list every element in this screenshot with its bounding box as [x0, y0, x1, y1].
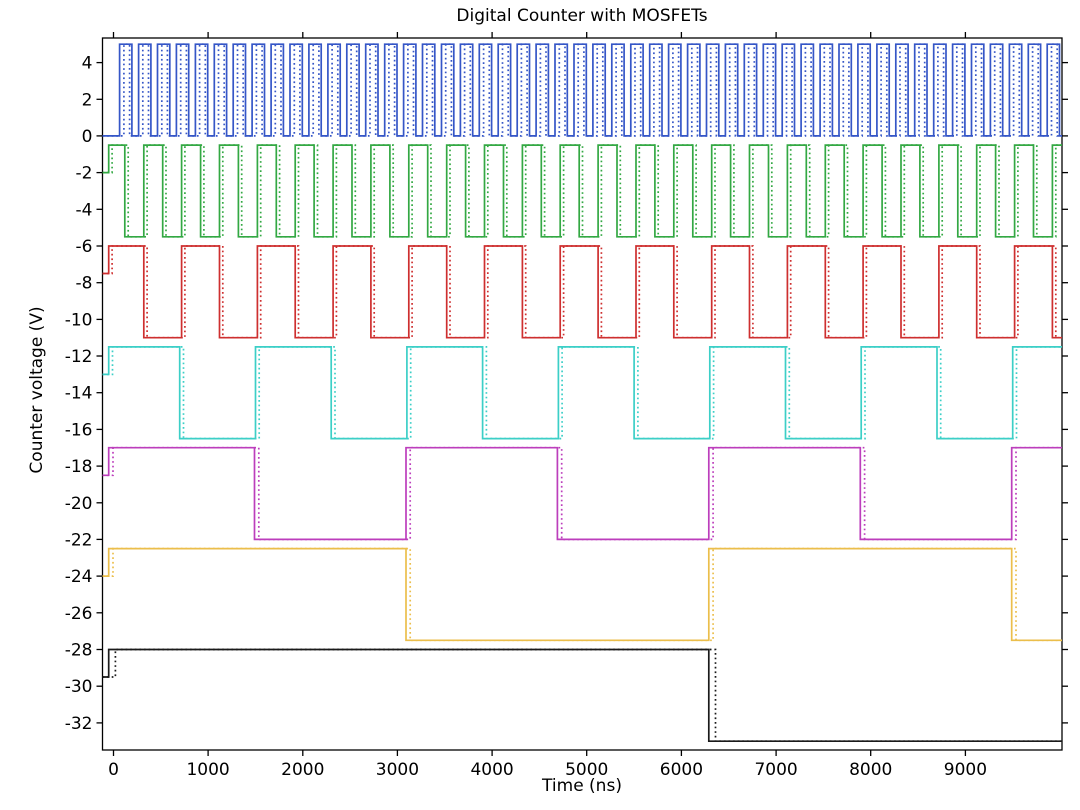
x-tick-label: 2000 [281, 760, 324, 780]
series-counter-bit-5-solid [102, 547, 1062, 642]
y-tick-label: -10 [65, 310, 93, 330]
series-counter-bit-2-dotted [102, 245, 1062, 339]
y-tick-label: -24 [65, 567, 93, 587]
series-counter-bit-4-solid [102, 446, 1062, 541]
x-tick-label: 3000 [376, 760, 419, 780]
series-counter-bit-0-clock-solid [102, 43, 1062, 137]
y-axis-label: Counter voltage (V) [27, 306, 47, 474]
x-tick-label: 0 [108, 760, 119, 780]
x-tick-label: 6000 [660, 760, 703, 780]
series-counter-bit-2-solid [102, 245, 1062, 339]
series-counter-bit-1-dotted [102, 144, 1062, 238]
x-tick-label: 7000 [754, 760, 797, 780]
y-tick-label: -16 [65, 420, 93, 440]
series-counter-bit-6-solid [102, 648, 1062, 743]
y-tick-label: -30 [65, 677, 93, 697]
x-tick-label: 8000 [849, 760, 892, 780]
x-tick-label: 9000 [944, 760, 987, 780]
y-tick-label: -4 [76, 200, 93, 220]
axis-frame [101, 37, 1063, 751]
series-counter-bit-3-dotted [102, 346, 1062, 440]
y-tick-label: -2 [76, 164, 93, 184]
y-tick-label: -12 [65, 347, 93, 367]
y-tick-label: -20 [65, 494, 93, 514]
series-counter-bit-3-solid [102, 346, 1062, 440]
y-tick-label: -18 [65, 457, 93, 477]
y-tick-label: -28 [65, 641, 93, 661]
series-counter-bit-5-dotted [102, 547, 1062, 642]
series-counter-bit-0-clock-dotted [102, 43, 1062, 137]
x-tick-label: 4000 [470, 760, 513, 780]
y-tick-label: 0 [82, 127, 93, 147]
x-tick-label: 5000 [565, 760, 608, 780]
y-tick-label: 2 [82, 90, 93, 110]
y-tick-label: -32 [65, 714, 93, 734]
y-tick-label: 4 [82, 54, 93, 74]
series-counter-bit-4-dotted [102, 446, 1062, 541]
y-tick-label: -8 [76, 274, 93, 294]
y-tick-label: -14 [65, 384, 93, 404]
y-tick-label: -22 [65, 530, 93, 550]
series-counter-bit-1-solid [102, 144, 1062, 238]
x-tick-label: 1000 [186, 760, 229, 780]
chart-title: Digital Counter with MOSFETs [456, 6, 708, 26]
x-axis-label: Time (ns) [542, 776, 622, 796]
y-tick-label: -26 [65, 604, 93, 624]
series-counter-bit-6-dotted [102, 648, 1062, 743]
y-tick-label: -6 [76, 237, 93, 257]
